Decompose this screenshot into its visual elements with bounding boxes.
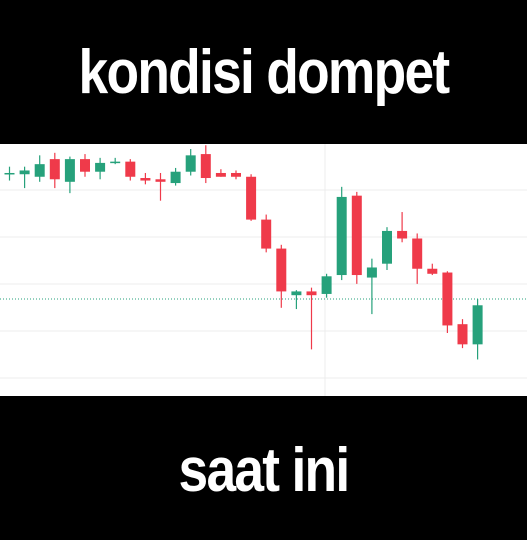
candle-body xyxy=(397,230,408,239)
candle-up xyxy=(110,157,121,165)
candle-body xyxy=(382,230,392,264)
candle-body xyxy=(291,291,302,296)
candle-body xyxy=(215,172,226,177)
chart-grid xyxy=(0,144,527,396)
candle-body xyxy=(366,267,377,278)
candle-down xyxy=(140,172,151,185)
candle-body xyxy=(412,238,423,269)
candle-down xyxy=(397,212,408,243)
candle-up xyxy=(34,155,45,182)
top-caption: kondisi dompet xyxy=(78,38,451,107)
candle-up xyxy=(336,186,347,281)
candle-body xyxy=(427,268,438,274)
candle-body xyxy=(442,272,453,326)
candle-body xyxy=(125,161,136,177)
candle-body xyxy=(34,164,45,177)
candle-body xyxy=(140,178,151,181)
candle-up xyxy=(64,156,75,194)
candle-up xyxy=(382,227,392,270)
candle-body xyxy=(246,176,257,220)
candle-up xyxy=(95,157,106,180)
candle-up xyxy=(366,258,377,315)
candle-body xyxy=(306,291,317,296)
candlestick-chart xyxy=(0,144,527,396)
candle-up xyxy=(170,167,181,186)
candle-body xyxy=(231,172,241,177)
candle-body xyxy=(80,159,90,172)
candle-down xyxy=(306,287,317,350)
candle-body xyxy=(472,305,483,345)
candle-body xyxy=(276,248,287,292)
candle-body xyxy=(321,276,332,294)
candle-body xyxy=(200,154,211,179)
candle-up xyxy=(472,298,483,360)
candle-body xyxy=(185,155,196,172)
bottom-caption: saat ini xyxy=(178,436,351,505)
chart-canvas xyxy=(0,144,527,396)
candles xyxy=(4,145,483,360)
candle-body xyxy=(155,179,166,182)
candle-down xyxy=(457,319,468,349)
candle-down xyxy=(155,172,166,201)
candle-down xyxy=(261,214,272,253)
candle-down xyxy=(412,233,423,284)
candle-body xyxy=(19,170,30,175)
candle-up xyxy=(185,149,196,176)
candle-body xyxy=(170,171,181,184)
candle-down xyxy=(215,169,226,177)
candle-up xyxy=(4,166,15,181)
candle-body xyxy=(457,324,468,345)
candle-down xyxy=(351,191,362,284)
candle-body xyxy=(261,219,272,249)
candle-up xyxy=(19,166,30,189)
candle-body xyxy=(95,162,106,172)
candle-body xyxy=(49,159,60,180)
candle-body xyxy=(110,161,121,164)
candle-down xyxy=(231,170,241,180)
candle-down xyxy=(276,244,287,308)
candle-down xyxy=(427,263,438,276)
candle-down xyxy=(80,154,90,177)
candle-body xyxy=(64,159,75,182)
candle-body xyxy=(336,196,347,276)
candle-body xyxy=(351,195,362,276)
candle-up xyxy=(321,273,332,298)
candle-up xyxy=(291,290,302,310)
candle-body xyxy=(4,172,15,175)
candle-down xyxy=(442,271,453,333)
candle-down xyxy=(125,159,136,181)
candle-down xyxy=(200,145,211,184)
candle-down xyxy=(246,174,257,221)
candle-down xyxy=(49,152,60,189)
